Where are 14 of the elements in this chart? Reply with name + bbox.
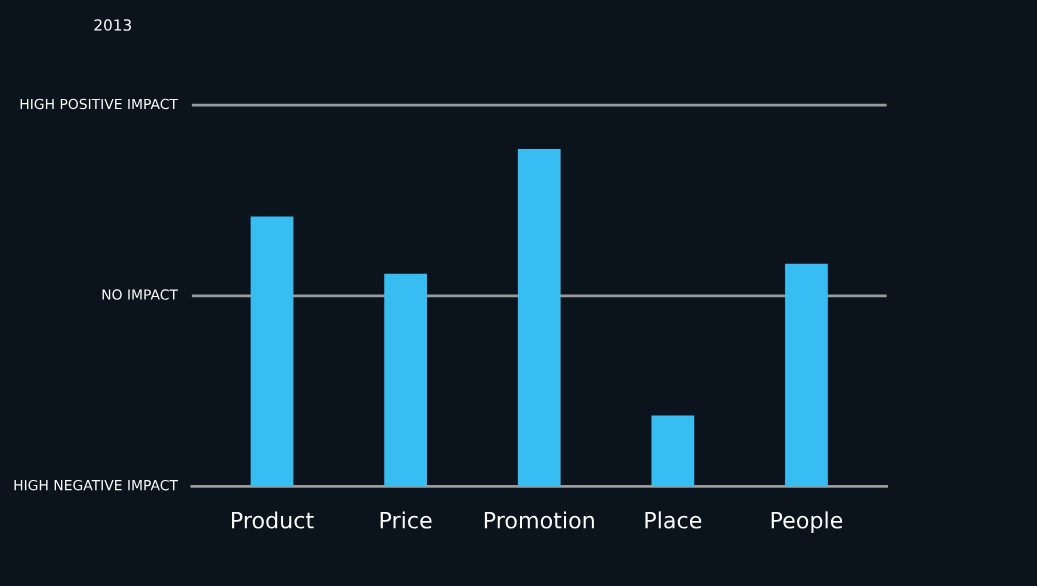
bar	[517, 149, 561, 487]
x-tick-label: Product	[232, 511, 314, 529]
bar	[651, 415, 695, 487]
bar	[250, 216, 294, 487]
x-tick-label: Place	[645, 511, 702, 529]
ref-line-label: NO IMPACT	[102, 289, 178, 300]
x-tick-label: Promotion	[484, 511, 594, 529]
chart-subtitle: 2013	[94, 19, 131, 31]
ref-line-label: HIGH POSITIVE IMPACT	[20, 98, 178, 110]
x-tick-label: People	[771, 511, 843, 533]
bar	[384, 273, 427, 487]
x-tick-label: Price	[380, 511, 432, 529]
bar	[785, 263, 828, 487]
text: HIGH NEGATIVE IMPACT	[14, 479, 178, 491]
